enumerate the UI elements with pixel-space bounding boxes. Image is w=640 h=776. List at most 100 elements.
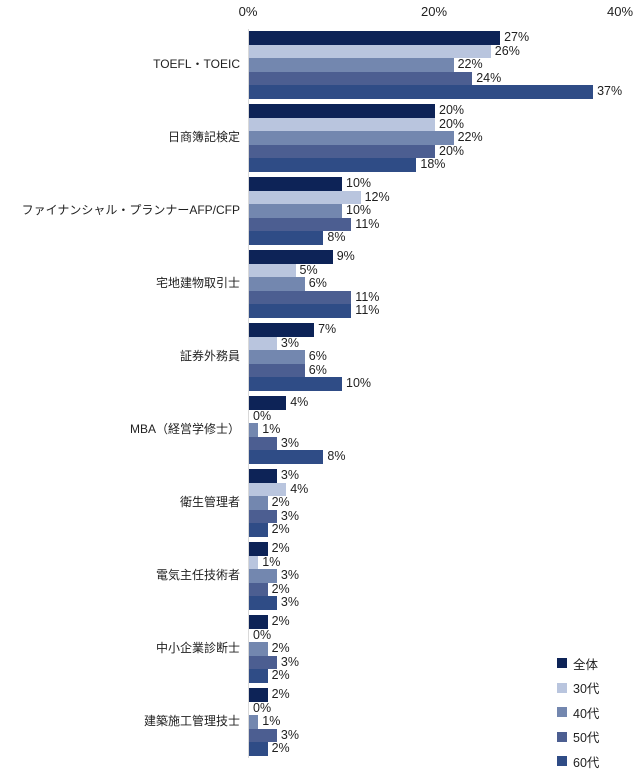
bar-全体-9 [249,688,268,702]
bar-50代-2 [249,217,352,231]
value-label: 4% [290,395,309,409]
x-axis-tick-label: 20% [420,4,448,19]
value-label: 20% [439,143,465,158]
value-label: 0% [253,627,272,642]
value-label: 20% [439,103,465,117]
bar-60代-0 [249,85,594,99]
value-label: 1% [262,422,281,436]
value-label: 4% [290,481,309,496]
legend-item-全体: 全体 [557,656,599,672]
bar-40代-1 [249,131,454,145]
value-label: 11% [355,216,380,231]
value-label: 8% [327,230,346,244]
legend-swatch-icon [557,707,567,717]
value-label: 2% [271,522,290,536]
value-label: 9% [336,249,355,263]
value-label: 2% [271,641,290,655]
bar-60代-9 [249,742,268,756]
bar-60代-1 [249,158,417,172]
legend-label: 全体 [573,657,599,672]
bar-50代-6 [249,509,277,523]
y-axis-line [248,29,249,758]
bar-50代-4 [249,363,305,377]
value-label: 3% [280,508,299,523]
value-label: 37% [597,84,623,98]
bar-全体-7 [249,542,268,556]
bar-50代-5 [249,436,277,450]
value-label: 3% [280,568,299,582]
value-label: 6% [308,276,327,290]
bar-全体-2 [249,177,342,191]
bar-全体-0 [249,31,501,45]
bar-40代-2 [249,204,342,218]
bar-50代-1 [249,144,435,158]
bar-全体-3 [249,250,333,264]
bar-30代-2 [249,190,361,204]
bar-60代-7 [249,596,277,610]
value-label: 3% [280,595,299,609]
legend-item-40代: 40代 [557,705,600,721]
bar-30代-4 [249,336,277,350]
x-axis-tick-label: 0% [238,4,258,19]
legend-item-60代: 60代 [557,754,600,770]
value-label: 10% [346,203,372,217]
value-label: 2% [271,741,290,755]
value-label: 22% [457,57,483,71]
legend-swatch-icon [557,731,567,742]
category-label: 衛生管理者 [179,494,240,509]
value-label: 1% [262,714,281,728]
value-label: 6% [308,362,327,377]
x-axis-tick-label: 40% [606,4,634,19]
value-label: 2% [271,668,290,682]
bar-50代-3 [249,290,352,304]
bar-全体-5 [249,396,287,410]
bar-60代-2 [249,231,324,245]
legend-label: 60代 [573,755,600,770]
value-label: 8% [327,449,346,463]
bar-60代-6 [249,523,268,537]
value-label: 2% [271,687,290,701]
value-label: 11% [355,303,380,317]
category-label: 電気主任技術者 [155,567,240,582]
value-label: 10% [346,176,372,190]
value-label: 0% [253,408,272,423]
legend-swatch-icon [557,756,567,766]
legend-label: 50代 [573,731,600,745]
value-label: 2% [271,495,290,509]
value-label: 3% [280,727,299,742]
bar-50代-8 [249,655,277,669]
value-label: 6% [308,349,327,363]
value-label: 22% [457,130,483,144]
value-label: 26% [494,43,520,58]
bar-50代-7 [249,582,268,596]
value-label: 3% [280,435,299,450]
value-label: 24% [476,70,502,85]
category-label: 証券外務員 [179,348,240,363]
category-label: MBA（経営学修士） [129,421,240,436]
value-label: 27% [504,30,530,44]
legend-label: 40代 [573,706,600,721]
bar-全体-6 [249,469,277,483]
value-label: 5% [299,262,318,277]
value-label: 12% [364,189,390,204]
bar-30代-6 [249,482,287,496]
bar-40代-0 [249,58,454,72]
bar-30代-7 [249,555,259,569]
bar-全体-4 [249,323,315,337]
legend-swatch-icon [557,658,567,668]
bar-50代-0 [249,71,473,85]
category-label: ファイナンシャル・プランナーAFP/CFP [21,202,240,217]
bar-30代-1 [249,117,435,131]
bar-40代-9 [249,715,259,729]
category-label: TOEFL・TOEIC [153,56,240,71]
value-label: 10% [346,376,372,390]
legend: 全体 30代 40代 50代 60代 [557,656,599,776]
value-label: 2% [271,581,290,596]
bar-30代-3 [249,263,296,277]
value-label: 7% [318,322,337,336]
bar-60代-4 [249,377,342,391]
bar-40代-3 [249,277,305,291]
category-label: 日商簿記検定 [167,129,240,144]
category-label: 中小企業診断士 [155,640,240,655]
